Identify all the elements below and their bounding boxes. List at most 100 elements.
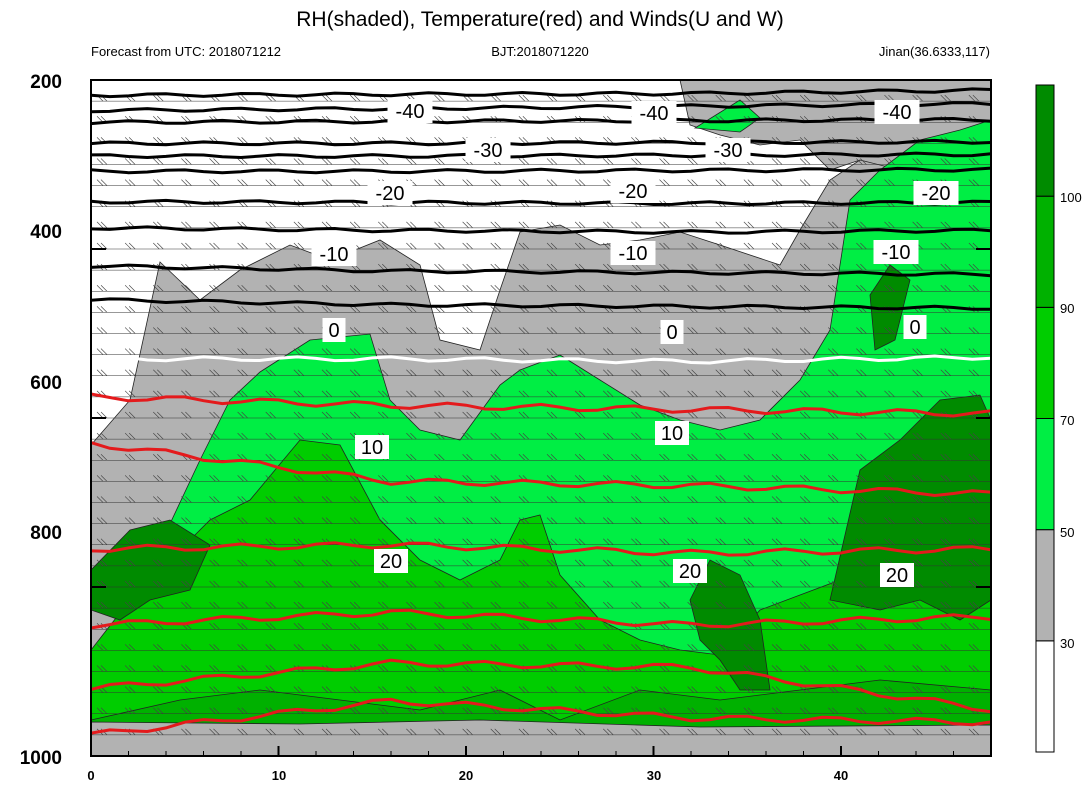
wind-barb [438,707,445,714]
wind-barb [378,623,385,630]
wind-barb [968,644,976,651]
contour-label: 20 [380,551,402,573]
wind-barb [550,623,558,630]
wind-barb [293,517,301,524]
wind-barb [719,559,726,567]
wind-barb [128,242,136,250]
wind-barb [185,601,192,609]
wind-barb [237,94,244,102]
wind-barb [434,137,441,144]
wind-barb [100,496,108,503]
contour-labels: -40 -40 -40-30 -30-20 -20 -20-10 -10 -100 0 01010… [311,99,959,587]
wind-barb [265,686,272,693]
wind-barb [462,454,469,461]
wind-barb [635,94,642,102]
wind-barb [607,475,614,482]
wind-barb [349,623,357,630]
wind-barb [799,496,807,503]
wind-barb [719,496,726,503]
wind-barb [743,517,751,524]
wind-barb [771,517,779,524]
wind-barb [574,348,582,355]
wind-barb [832,348,839,355]
wind-barb [410,623,417,630]
wind-barb [715,369,722,376]
wind-barb [888,158,895,165]
wind-barb [157,559,164,567]
wind-barb [799,644,807,651]
wind-barb [747,601,755,609]
wind-barb [944,707,951,714]
wind-barb [715,644,722,651]
wind-barb [157,517,164,524]
wind-barb [912,728,919,736]
wind-barb [771,158,779,165]
wind-barb [128,369,136,376]
wind-barb [546,538,554,545]
wind-barb [181,411,188,419]
wind-barb [944,390,951,398]
x-tick-label: 20 [459,768,473,783]
wind-barb [578,432,586,440]
wind-barb [631,644,638,651]
wind-barb [185,538,192,545]
wind-barb [462,179,469,186]
wind-barb [574,411,582,419]
wind-barb [153,580,160,588]
wind-barb [349,348,357,355]
isotherm-line [91,151,991,160]
wind-barb [968,454,976,461]
wind-barb [828,285,835,292]
wind-barb [406,369,413,376]
wind-barb [771,623,779,630]
wind-barb [747,369,755,376]
wind-barb [546,454,554,461]
wind-barb [378,665,385,672]
wind-barb [410,686,417,693]
wind-barb [743,327,751,334]
wind-barb [466,644,473,651]
wind-barb [297,728,305,736]
wind-barb [743,432,751,440]
wind-barb [213,707,220,714]
wind-barb [832,559,839,567]
wind-barb [916,623,923,630]
wind-barb [884,475,891,482]
wind-barb [550,454,558,461]
wind-barb [944,559,951,567]
wind-barb [912,348,919,355]
contour-label: -30 [474,140,503,162]
wind-barb [944,623,951,630]
wind-barb [382,538,389,545]
wind-barb [96,559,104,567]
wind-barb [719,327,726,334]
wind-barb [438,285,445,292]
wind-barb [916,94,923,102]
wind-barb [209,242,216,250]
wind-barb [269,432,276,440]
wind-barb [490,306,497,313]
wind-barb [743,179,751,186]
wind-barb [518,580,526,588]
wind-barb [406,644,413,651]
wind-barb [466,390,473,398]
wind-barb [607,559,614,567]
wind-barb [803,517,811,524]
wind-barb [968,496,976,503]
wind-barb [968,601,976,609]
wind-barb [522,538,530,545]
wind-barb [349,517,357,524]
wind-barb [578,242,586,250]
wind-barb [466,538,473,545]
wind-barb [574,728,582,736]
wind-barb [968,665,976,672]
wind-barb [293,390,301,398]
isotherm-line [91,166,991,175]
wind-barb [578,623,586,630]
wind-barb [607,601,614,609]
wind-barb [799,475,807,482]
wind-barb [916,707,923,714]
wind-barb [972,221,980,229]
wind-barb [494,559,501,567]
wind-barb [828,644,835,651]
